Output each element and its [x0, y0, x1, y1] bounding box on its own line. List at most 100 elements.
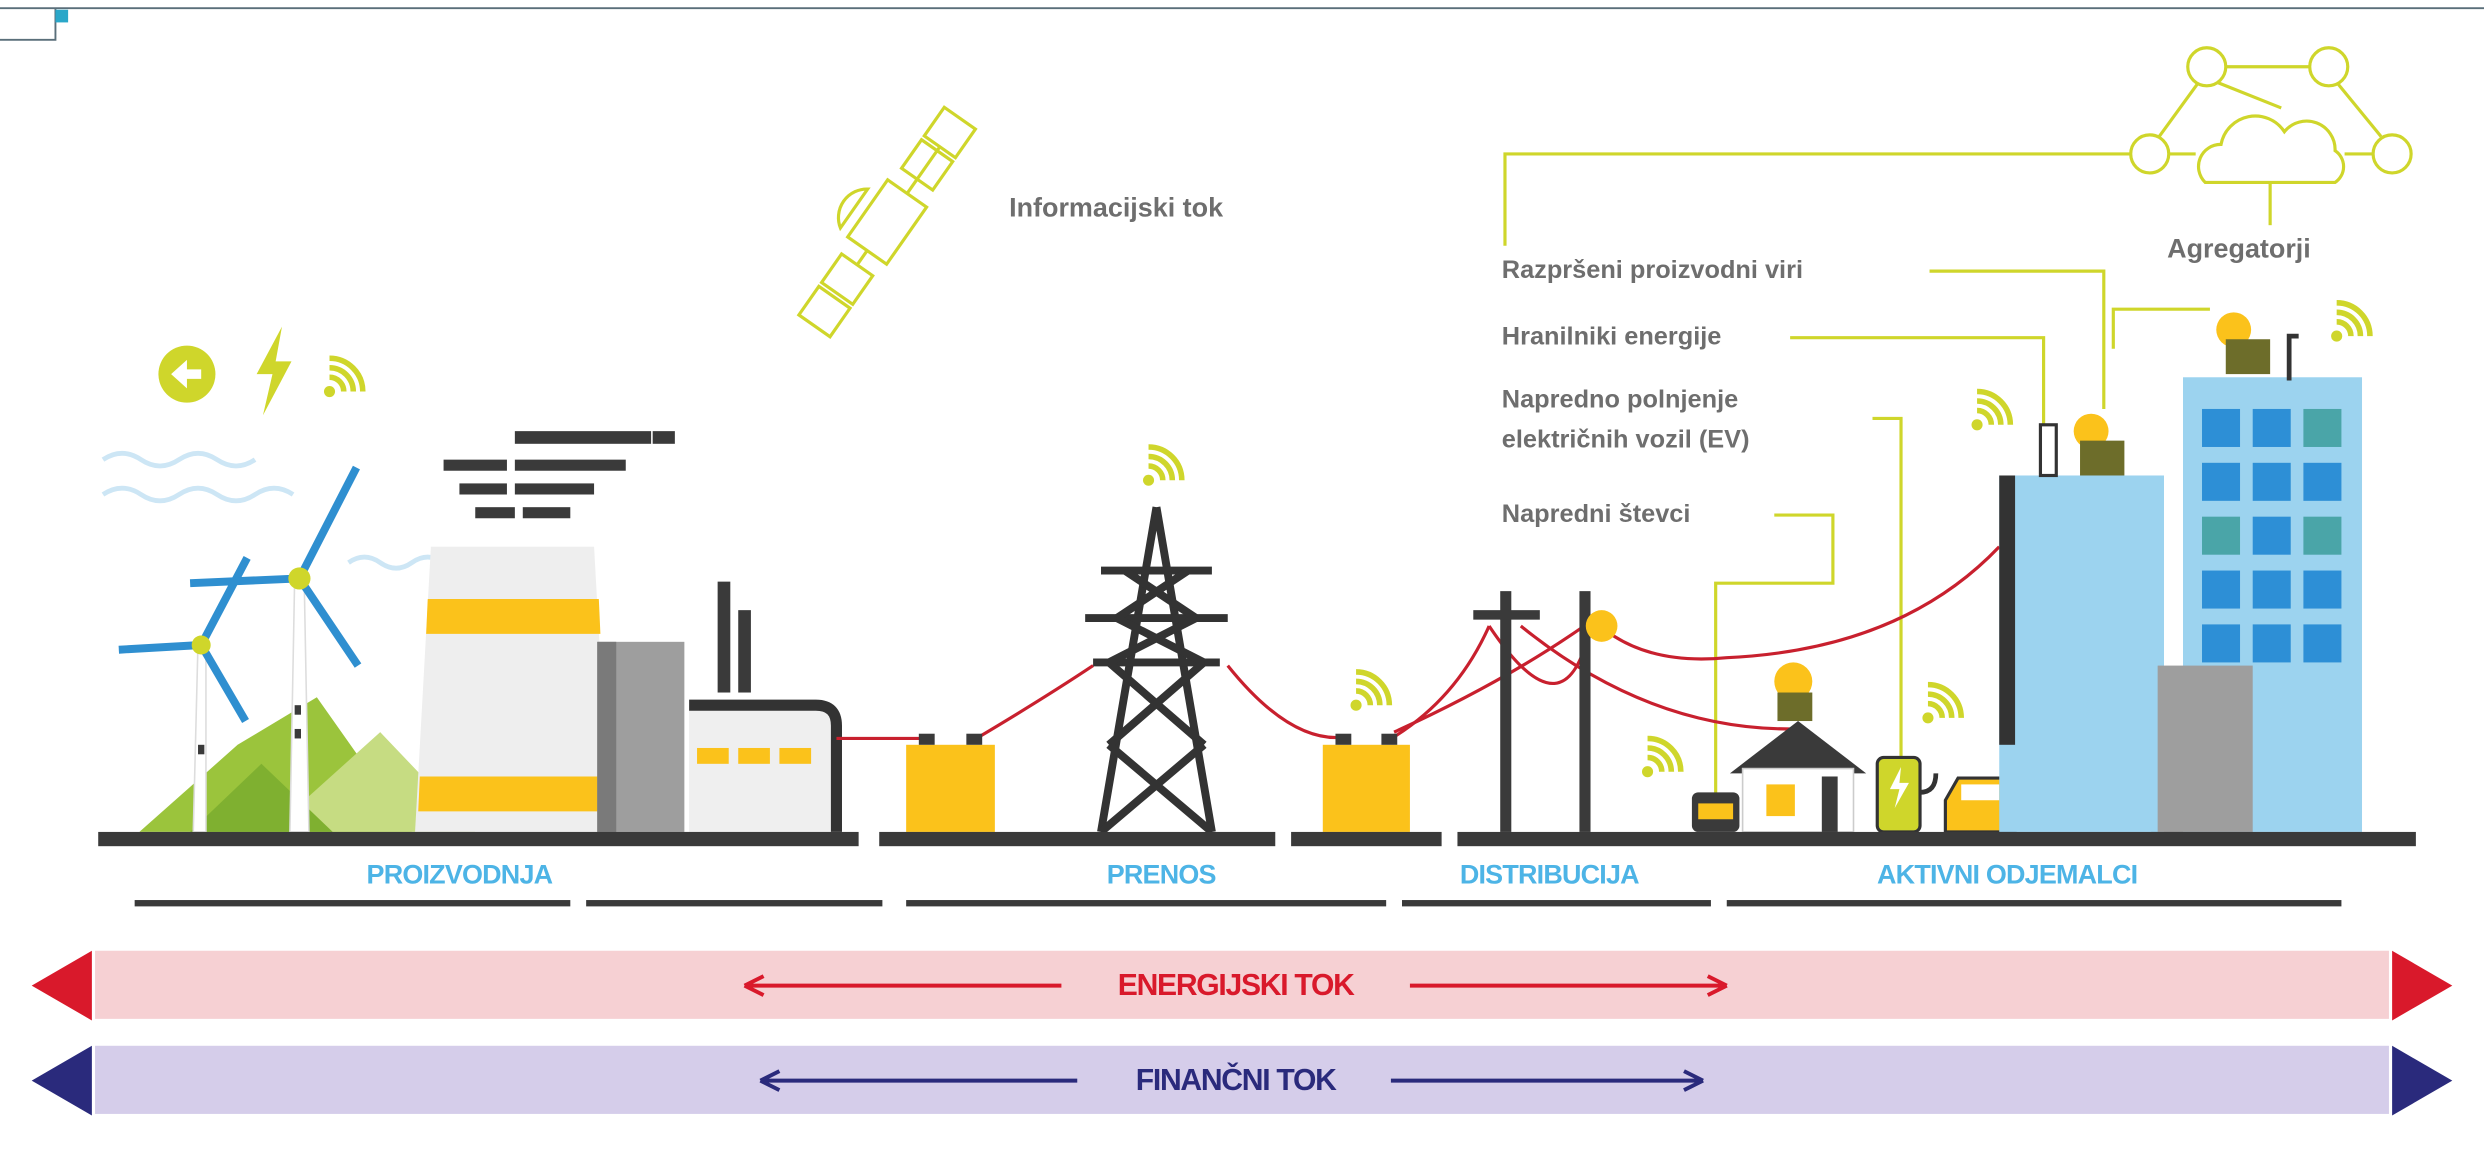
callout-label: električnih vozil (EV)	[1502, 425, 1750, 453]
page: Smart grid diagram {"information_flow": …	[0, 0, 2484, 1149]
aggregator-network	[1505, 48, 2411, 246]
ev-charger-part	[1961, 784, 1999, 800]
energy-flow-band-part	[32, 951, 92, 1021]
office-building-part-part	[2202, 409, 2240, 447]
ground-part	[1727, 900, 2342, 906]
power-lines-part	[979, 666, 1093, 737]
satellite-part	[924, 107, 975, 157]
callout-label: Razpršeni proizvodni viri	[1502, 256, 1803, 284]
power-plant-part	[738, 748, 770, 764]
ground-part	[1457, 832, 2415, 846]
section-label: PRENOS	[1107, 859, 1216, 889]
financial-flow-band-part	[2392, 1046, 2452, 1116]
aggregator-network-part	[2188, 48, 2226, 86]
smoke-part	[459, 483, 507, 494]
smoke	[444, 431, 675, 518]
power-lines	[836, 547, 1999, 739]
office-building-part	[2289, 336, 2299, 380]
information-flow-label: Informacijski tok	[1009, 192, 1223, 222]
callout-lines-part	[2113, 309, 2210, 349]
ground-part	[879, 832, 1275, 846]
callout-lines-part	[1790, 338, 2043, 428]
house-part	[1730, 721, 1866, 773]
office-building-part-part	[2303, 571, 2341, 609]
aggregator-network-part	[2338, 84, 2381, 136]
power-plant-part	[718, 582, 731, 693]
smoke-part	[523, 507, 571, 518]
ground-part	[1291, 832, 1441, 846]
satellite-part	[799, 286, 850, 336]
transformers-part	[1323, 745, 1410, 832]
office-building-part	[2202, 409, 2341, 662]
financial-flow-label: FINANČNI TOK	[1136, 1063, 1337, 1097]
smoke-part	[515, 483, 594, 494]
air-waves	[103, 453, 444, 568]
aggregator-network-part	[2373, 135, 2411, 173]
generation-icons	[158, 327, 291, 416]
office-building-part	[2158, 666, 2253, 832]
office-building-part-part	[2253, 571, 2291, 609]
apartment-building-part	[1999, 475, 2015, 744]
house-part	[1822, 776, 1838, 831]
smoke-part	[515, 460, 626, 471]
wifi-icon	[1642, 738, 1681, 777]
transformers-part	[1335, 734, 1351, 745]
office-building-part-part	[2202, 463, 2240, 501]
transformers-part	[966, 734, 982, 745]
house-part	[1766, 784, 1795, 816]
smoke-part	[653, 431, 675, 444]
power-plant-part	[738, 610, 751, 692]
section-label: AKTIVNI ODJEMALCI	[1877, 859, 2137, 889]
office-building-part-part	[2253, 463, 2291, 501]
ev-charger-part	[1920, 773, 1936, 792]
power-lines-part	[1600, 547, 1999, 659]
satellite-part	[822, 254, 873, 304]
callout-lines-part	[1930, 271, 2104, 409]
satellite	[775, 91, 979, 340]
power-plant-part	[779, 748, 811, 764]
aggregator-network-part	[2131, 135, 2169, 173]
ground-part	[906, 900, 1386, 906]
aggregator-network-part	[2310, 48, 2348, 86]
wind-turbines-part-part	[299, 578, 358, 665]
smoke-part	[475, 507, 515, 518]
pylon-part	[1101, 571, 1212, 832]
satellite-part	[830, 182, 868, 228]
section-label: DISTRIBUCIJA	[1460, 859, 1639, 889]
cooling-tower-part	[418, 776, 608, 811]
power-lines-part	[1394, 626, 1489, 737]
house	[1730, 662, 1866, 832]
aggregator-network-part	[1505, 154, 2131, 246]
transformers-part	[906, 745, 995, 832]
air-waves-part	[103, 488, 293, 501]
wind-turbines-part-part	[299, 468, 356, 579]
utility-poles-part	[1586, 610, 1618, 642]
office-building-part-part	[2303, 517, 2341, 555]
wind-turbines-part	[198, 745, 204, 755]
ground-part	[586, 900, 882, 906]
transformers-part	[1381, 734, 1397, 745]
smoke-part	[444, 460, 507, 471]
pylon-part	[1085, 571, 1228, 663]
section-label: PROIZVODNJA	[367, 859, 553, 889]
wifi-icon	[1922, 685, 1961, 724]
wifi-icon	[1972, 392, 2011, 431]
smoke-part	[515, 431, 651, 444]
diagram: Informacijski tok Agregatorji Razpršeni …	[0, 0, 2484, 1149]
wind-turbines-part-part	[201, 558, 247, 645]
cooling-tower-part	[597, 642, 616, 832]
apartment-building-part	[2040, 425, 2056, 476]
wifi-icon	[2331, 303, 2370, 342]
utility-poles-part	[1473, 610, 1540, 620]
air-waves-part	[103, 453, 255, 466]
financial-flow-band-part	[32, 1046, 92, 1116]
wifi-icon	[324, 358, 363, 397]
power-plant	[689, 582, 836, 832]
apartment-building-part	[1999, 475, 2164, 831]
wind-turbines-part	[119, 468, 358, 721]
cooling-tower-part	[426, 599, 600, 634]
wind-turbines-part-part	[119, 645, 201, 650]
utility-poles-part	[1500, 591, 1511, 832]
office-building-part-part	[2202, 624, 2240, 662]
office-building-part-part	[2202, 571, 2240, 609]
